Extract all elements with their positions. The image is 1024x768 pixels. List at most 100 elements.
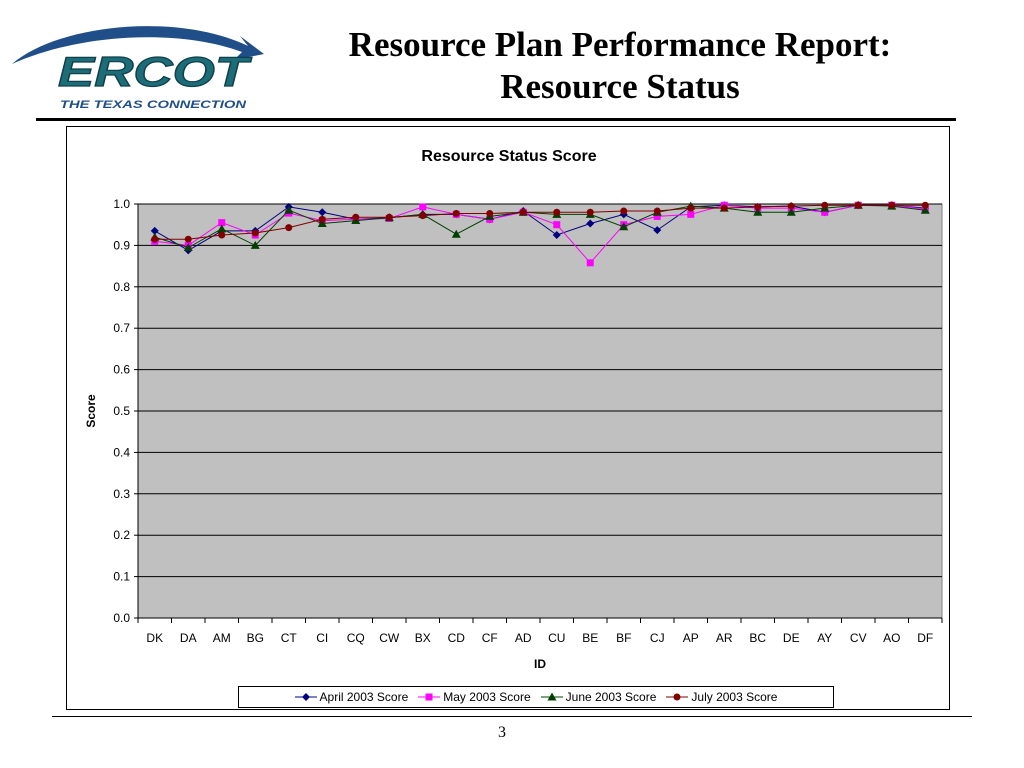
series-4-point	[285, 224, 293, 232]
x-tick-label: AY	[817, 631, 832, 645]
x-axis-title: ID	[534, 657, 546, 671]
y-axis-title: Score	[84, 394, 98, 428]
series-4-point	[184, 235, 192, 243]
series-4-point	[218, 231, 226, 239]
x-tick-label: DE	[783, 631, 800, 645]
logo-swoosh	[12, 26, 264, 64]
y-tick-label: 0.5	[113, 404, 130, 418]
series-2-point	[419, 203, 427, 211]
x-tick-label: CF	[482, 631, 498, 645]
series-4-point	[921, 201, 929, 209]
series-2-point	[553, 221, 561, 229]
series-4-point	[553, 208, 561, 216]
series-3-point	[217, 224, 227, 233]
y-tick-label: 0.8	[113, 280, 130, 294]
legend-swatch	[540, 692, 563, 701]
series-4-point	[251, 229, 259, 237]
legend-swatch	[666, 693, 689, 701]
page-title-line1: Resource Plan Performance Report:	[348, 25, 892, 64]
series-4-point	[151, 235, 159, 243]
x-tick-label: CV	[850, 631, 867, 645]
series-3-point	[920, 205, 930, 214]
x-tick-label: CD	[448, 631, 466, 645]
legend-item: April 2003 Score	[294, 690, 409, 704]
y-tick-label: 0.9	[113, 238, 130, 252]
page-number: 3	[498, 724, 506, 741]
legend-swatch	[294, 693, 317, 701]
series-4-point	[452, 210, 460, 218]
series-2-point	[821, 208, 829, 216]
legend-label: April 2003 Score	[319, 690, 409, 704]
series-3-point	[619, 222, 629, 231]
legend-label: July 2003 Score	[691, 690, 778, 704]
y-tick-label: 0.1	[113, 570, 130, 584]
series-4-point	[720, 204, 728, 212]
y-tick-label: 0.4	[113, 445, 130, 459]
series-4-point	[821, 201, 829, 209]
x-tick-label: CJ	[650, 631, 665, 645]
y-tick-label: 0.7	[113, 321, 130, 335]
x-tick-label: CT	[281, 631, 298, 645]
series-4-point	[854, 201, 862, 209]
series-4-point	[687, 204, 695, 212]
y-tick-label: 0.6	[113, 363, 130, 377]
series-4-point	[519, 208, 527, 216]
series-4-point	[754, 203, 762, 211]
x-tick-label: BE	[582, 631, 598, 645]
series-1-point	[150, 226, 159, 235]
x-tick-label: AP	[683, 631, 699, 645]
series-4-point	[419, 212, 427, 220]
y-tick-label: 0.2	[113, 528, 130, 542]
series-3-point	[786, 207, 796, 216]
x-tick-label: AD	[515, 631, 532, 645]
series-3-point	[250, 240, 260, 249]
series-3-point	[317, 218, 327, 227]
series-2-point	[653, 212, 661, 220]
page-title-line2: Resource Status	[500, 67, 740, 106]
chart-title: Resource Status Score	[421, 148, 596, 165]
series-4-point	[586, 208, 594, 216]
series-1-point	[552, 231, 561, 240]
x-tick-label: BC	[749, 631, 766, 645]
series-3-point	[183, 242, 193, 251]
x-tick-label: CI	[316, 631, 328, 645]
x-tick-label: AM	[213, 631, 231, 645]
series-1-point	[653, 226, 662, 235]
series-1-point	[586, 219, 595, 228]
legend-item: May 2003 Score	[418, 690, 531, 704]
series-line-3	[154, 204, 926, 249]
legend-swatch	[418, 693, 441, 701]
series-4-point	[318, 215, 326, 223]
series-4-point	[486, 210, 494, 218]
legend-item: July 2003 Score	[666, 690, 777, 704]
resource-status-chart: Resource Status Score 0.0 0.1 0.2 0.3 0.4 0.5 0…	[84, 148, 943, 671]
ercot-logo: ERCOT THE TEXAS CONNECTION	[12, 26, 264, 111]
series-4-point	[787, 202, 795, 210]
series-4-point	[653, 207, 661, 215]
series-3-point	[284, 205, 294, 214]
series-2-point	[586, 259, 594, 267]
y-tick-label: 0.3	[113, 487, 130, 501]
x-tick-label: CU	[548, 631, 565, 645]
x-tick-label: AO	[883, 631, 900, 645]
series-line-4	[154, 204, 926, 240]
y-tick-label: 0.0	[113, 611, 130, 625]
series-4-point	[888, 201, 896, 209]
legend-label: June 2003 Score	[565, 690, 657, 704]
chart-legend: April 2003 Score May 2003 Score June 2003 …	[238, 686, 834, 708]
chart-frame: Resource Status Score 0.0 0.1 0.2 0.3 0.4 0.5 0…	[66, 126, 950, 710]
series-4-point	[352, 213, 360, 221]
x-tick-label: CW	[379, 631, 400, 645]
x-tick-label: DF	[917, 631, 933, 645]
series-line-1	[154, 204, 926, 251]
logo-wordmark: ERCOT	[58, 48, 252, 95]
footer-divider	[52, 716, 972, 717]
x-tick-label: AR	[716, 631, 733, 645]
x-tick-label: DK	[146, 631, 163, 645]
series-1-point	[318, 208, 327, 217]
x-tick-label: CQ	[347, 631, 365, 645]
series-3-point	[451, 229, 461, 238]
y-tick-label: 1.0	[113, 197, 130, 211]
series-3-point	[753, 207, 763, 216]
title-divider	[36, 118, 956, 121]
